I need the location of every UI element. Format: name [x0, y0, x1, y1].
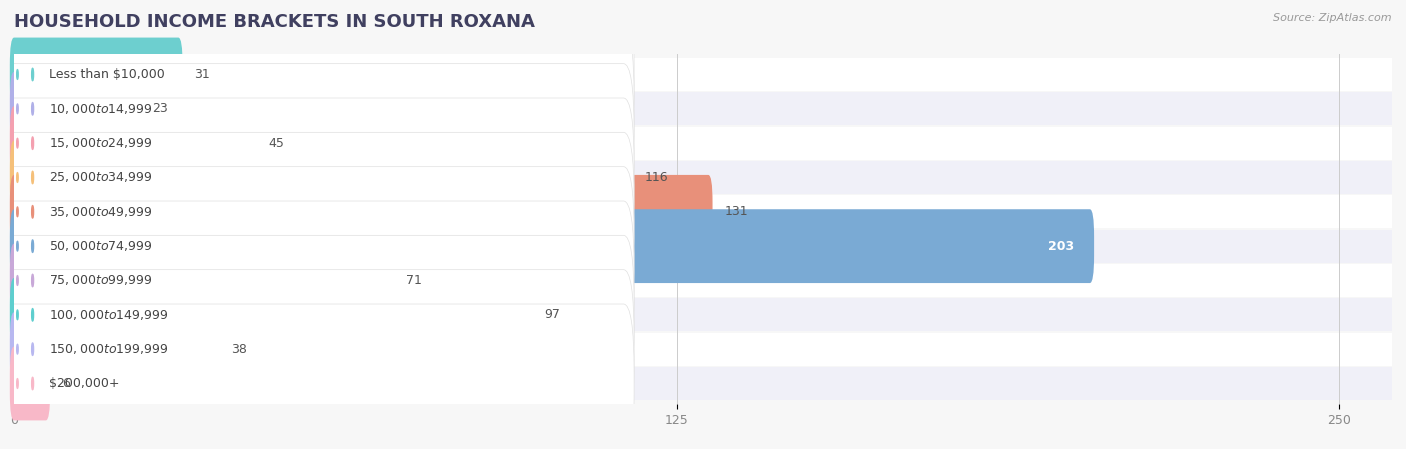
FancyBboxPatch shape: [3, 298, 1403, 331]
FancyBboxPatch shape: [3, 235, 634, 394]
FancyBboxPatch shape: [3, 92, 1403, 125]
FancyBboxPatch shape: [3, 58, 1403, 91]
Text: 71: 71: [406, 274, 422, 287]
FancyBboxPatch shape: [3, 132, 634, 291]
FancyBboxPatch shape: [10, 175, 713, 249]
FancyBboxPatch shape: [3, 161, 1403, 194]
Text: $150,000 to $199,999: $150,000 to $199,999: [49, 342, 167, 356]
Circle shape: [17, 173, 18, 182]
Text: 31: 31: [194, 68, 209, 81]
FancyBboxPatch shape: [3, 64, 634, 223]
Circle shape: [17, 310, 18, 320]
Circle shape: [32, 343, 34, 355]
Circle shape: [17, 379, 18, 388]
Text: 97: 97: [544, 308, 560, 321]
Text: 23: 23: [152, 102, 167, 115]
FancyBboxPatch shape: [3, 29, 634, 188]
Text: $50,000 to $74,999: $50,000 to $74,999: [49, 239, 152, 253]
Text: 6: 6: [62, 377, 70, 390]
FancyBboxPatch shape: [3, 195, 1403, 228]
Text: $75,000 to $99,999: $75,000 to $99,999: [49, 273, 152, 287]
Text: $35,000 to $49,999: $35,000 to $49,999: [49, 205, 152, 219]
Circle shape: [17, 344, 18, 354]
FancyBboxPatch shape: [3, 230, 1403, 263]
Circle shape: [32, 137, 34, 150]
FancyBboxPatch shape: [10, 312, 219, 386]
FancyBboxPatch shape: [3, 304, 634, 449]
FancyBboxPatch shape: [10, 209, 1094, 283]
Circle shape: [32, 103, 34, 115]
Circle shape: [32, 308, 34, 321]
Text: $100,000 to $149,999: $100,000 to $149,999: [49, 308, 167, 322]
FancyBboxPatch shape: [3, 270, 634, 429]
FancyBboxPatch shape: [10, 278, 533, 352]
Circle shape: [32, 68, 34, 81]
Text: $10,000 to $14,999: $10,000 to $14,999: [49, 102, 152, 116]
FancyBboxPatch shape: [3, 167, 634, 326]
Circle shape: [32, 240, 34, 252]
Circle shape: [32, 206, 34, 218]
Circle shape: [17, 207, 18, 216]
FancyBboxPatch shape: [3, 127, 1403, 160]
Circle shape: [17, 70, 18, 79]
FancyBboxPatch shape: [3, 264, 1403, 297]
FancyBboxPatch shape: [10, 347, 51, 420]
Circle shape: [17, 104, 18, 114]
Circle shape: [17, 276, 18, 285]
FancyBboxPatch shape: [10, 106, 257, 180]
Circle shape: [17, 242, 18, 251]
Text: 45: 45: [269, 136, 284, 150]
FancyBboxPatch shape: [10, 72, 141, 146]
FancyBboxPatch shape: [3, 367, 1403, 400]
FancyBboxPatch shape: [10, 38, 183, 111]
Text: $25,000 to $34,999: $25,000 to $34,999: [49, 171, 152, 185]
Circle shape: [32, 172, 34, 184]
Text: 131: 131: [724, 205, 748, 218]
Text: HOUSEHOLD INCOME BRACKETS IN SOUTH ROXANA: HOUSEHOLD INCOME BRACKETS IN SOUTH ROXAN…: [14, 13, 534, 31]
Text: 116: 116: [645, 171, 668, 184]
FancyBboxPatch shape: [3, 0, 634, 154]
Text: Less than $10,000: Less than $10,000: [49, 68, 165, 81]
Text: 38: 38: [232, 343, 247, 356]
Circle shape: [32, 377, 34, 390]
Text: 203: 203: [1047, 240, 1074, 253]
Text: $15,000 to $24,999: $15,000 to $24,999: [49, 136, 152, 150]
FancyBboxPatch shape: [3, 98, 634, 257]
FancyBboxPatch shape: [10, 141, 633, 214]
Circle shape: [32, 274, 34, 286]
Text: $200,000+: $200,000+: [49, 377, 120, 390]
Text: Source: ZipAtlas.com: Source: ZipAtlas.com: [1274, 13, 1392, 23]
FancyBboxPatch shape: [10, 243, 395, 317]
FancyBboxPatch shape: [3, 201, 634, 360]
FancyBboxPatch shape: [3, 333, 1403, 365]
Circle shape: [17, 138, 18, 148]
